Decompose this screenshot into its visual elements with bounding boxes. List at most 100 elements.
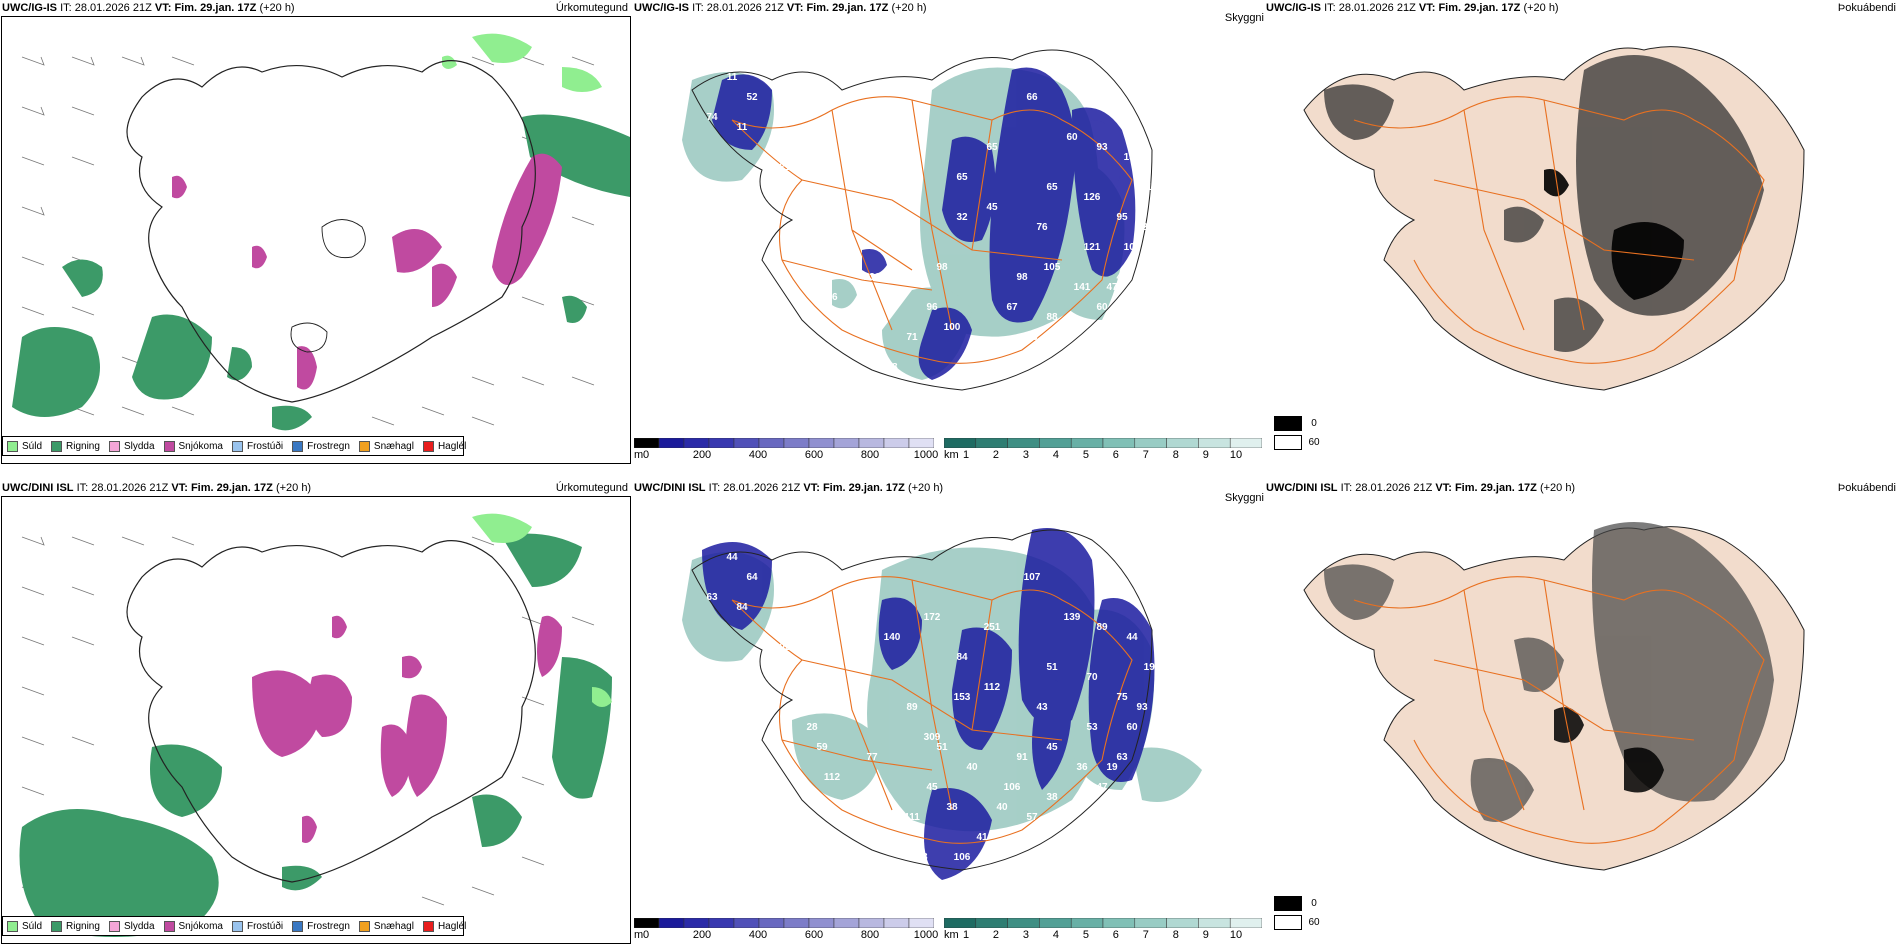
ceiling-tick: 200	[692, 449, 712, 461]
legend-label: Snjókoma	[178, 920, 223, 932]
model-name: UWC/DINI ISL	[2, 482, 74, 494]
ceiling-value-label: 71	[906, 332, 918, 343]
precip-snow-areas	[252, 615, 562, 843]
ceiling-value-label: 107	[854, 622, 871, 633]
ceiling-value-label: 43	[1036, 702, 1048, 713]
panel-header: UWC/DINI ISL IT: 28.01.2026 21Z VT: Fim.…	[634, 480, 943, 496]
it-label: IT:	[1340, 482, 1353, 494]
ceiling-value-label: 63	[786, 802, 798, 813]
visibility-tick: 2	[992, 929, 1000, 941]
ceiling-value-label: 89	[1096, 622, 1108, 633]
precip-type-map	[19, 513, 612, 937]
colorbar-cell	[1134, 918, 1167, 928]
ceiling-value-label: 153	[954, 692, 971, 703]
ceiling-value-label: 66	[886, 842, 898, 853]
vt-label: VT:	[803, 482, 820, 494]
colorbar-cell	[1102, 438, 1136, 448]
it-value: 28.01.2026 21Z	[706, 2, 784, 14]
fog-panel: UWC/DINI ISL IT: 28.01.2026 21Z VT: Fim.…	[1264, 480, 1900, 950]
fog-key-label: 0	[1311, 898, 1317, 909]
ceiling-value-label: 96	[926, 302, 938, 313]
ceiling-tick: 200	[692, 929, 712, 941]
visibility-tick: 5	[1082, 449, 1089, 461]
visibility-tick: 8	[1172, 449, 1179, 461]
ceiling-value-label: 121	[774, 162, 791, 173]
ceiling-value-label: 57	[1026, 812, 1038, 823]
colorbar-cell	[683, 918, 710, 928]
legend-swatch	[358, 920, 370, 932]
lead-time: (+20 h)	[891, 2, 927, 14]
ceiling-value-label: 63	[706, 592, 718, 603]
ceiling-value-label: 140	[884, 632, 901, 643]
fog-key-label: 60	[1308, 437, 1320, 448]
colorbar-cell	[758, 918, 785, 928]
ceiling-value-label: 38	[1046, 792, 1058, 803]
visibility-tick: 1	[962, 929, 970, 941]
legend-item: Snæhagl	[358, 920, 414, 932]
ceiling-value-label: 84	[956, 652, 968, 663]
panel-header: UWC/IG-IS IT: 28.01.2026 21Z VT: Fim. 29…	[634, 0, 927, 16]
ceiling-value-label: 60	[1096, 302, 1108, 313]
colorbar-cell	[658, 438, 685, 448]
ceiling-value-label: 28	[886, 862, 898, 873]
iceland-coastline	[126, 60, 536, 403]
visibility-tick: 4	[1052, 449, 1059, 461]
ceiling-value-label: 84	[736, 602, 748, 613]
colorbar-cell	[783, 438, 810, 448]
ceiling-value-label: 40	[996, 802, 1008, 813]
ceiling-value-label: 11	[737, 122, 748, 133]
ceiling-value-label: 98	[1016, 272, 1028, 283]
ceiling-value-label: 136	[864, 272, 881, 283]
panel-title: Úrkomutegund	[555, 482, 628, 494]
ceiling-value-label: 121	[1084, 242, 1101, 253]
lead-time: (+20 h)	[907, 482, 944, 494]
legend-label: Frostúði	[246, 920, 284, 932]
ceiling-value-label: 11	[727, 72, 738, 83]
map-frame	[1, 496, 631, 944]
fog-panel: UWC/IG-IS IT: 28.01.2026 21Z VT: Fim. 29…	[1264, 0, 1900, 470]
ceiling-value-label: 51	[936, 742, 948, 753]
colorbar-cell	[783, 918, 810, 928]
ceiling-value-label: 67	[1006, 302, 1018, 313]
legend-item: Frostregn	[292, 920, 350, 932]
vt-value: Fim. 29.jan. 17Z	[190, 482, 273, 494]
ceiling-value-label: 47	[1106, 282, 1118, 293]
ceiling-value-label: 98	[936, 262, 948, 273]
ceiling-value-label: 40	[966, 762, 978, 773]
ceiling-labels-row2: 44 64 84 63 102 107 140 84 107 139 89 51 70 44 75 43 45 5…	[706, 552, 1160, 873]
ceiling-value-label: 65	[956, 172, 968, 183]
panel-title: Þokuábendi	[1837, 482, 1896, 494]
it-label: IT:	[692, 2, 704, 14]
fog-key-swatch	[1274, 435, 1302, 450]
precip-type-panel: UWC/DINI ISL IT: 28.01.2026 21Z VT: Fim.…	[0, 480, 632, 950]
colorbar-cell	[758, 438, 785, 448]
ceiling-value-label: 77	[886, 152, 898, 163]
visibility-colorbar: km 1 2 3 4 5 6 7 8 9 10	[944, 438, 1262, 468]
ceiling-colorbar-strip	[634, 918, 934, 928]
legend-swatch	[51, 920, 63, 932]
legend-swatch	[292, 440, 304, 452]
ceiling-value-label: 10	[1146, 182, 1158, 193]
ceiling-value-label: 126	[1084, 192, 1101, 203]
panel-header: UWC/IG-IS IT: 28.01.2026 21Z VT: Fim. 29…	[1266, 0, 1559, 16]
visibility-unit: km	[944, 449, 959, 461]
it-label: IT:	[708, 482, 721, 494]
visibility-colorbar-strip	[944, 438, 1262, 448]
vt-label: VT:	[171, 482, 188, 494]
colorbar-cell	[1039, 918, 1072, 928]
colorbar-cell	[1198, 918, 1231, 928]
legend-item: Rigning	[51, 440, 100, 452]
vt-value: Fim. 29.jan. 17Z	[174, 2, 257, 14]
legend-swatch	[108, 920, 120, 932]
ceiling-tick: 600	[804, 449, 824, 461]
model-name: UWC/DINI ISL	[1266, 482, 1338, 494]
legend-item: Frostúði	[231, 920, 284, 932]
legend-swatch	[422, 920, 434, 932]
ceiling-value-label: 64	[856, 352, 868, 363]
row-2: UWC/DINI ISL IT: 28.01.2026 21Z VT: Fim.…	[0, 480, 1900, 950]
visibility-colorbar-strip	[944, 918, 1262, 928]
ceiling-value-label: 46	[1026, 332, 1038, 343]
fog-map	[1303, 46, 1805, 391]
ceiling-value-label: 137	[1124, 152, 1141, 163]
ceiling-value-label: 22	[766, 622, 778, 633]
